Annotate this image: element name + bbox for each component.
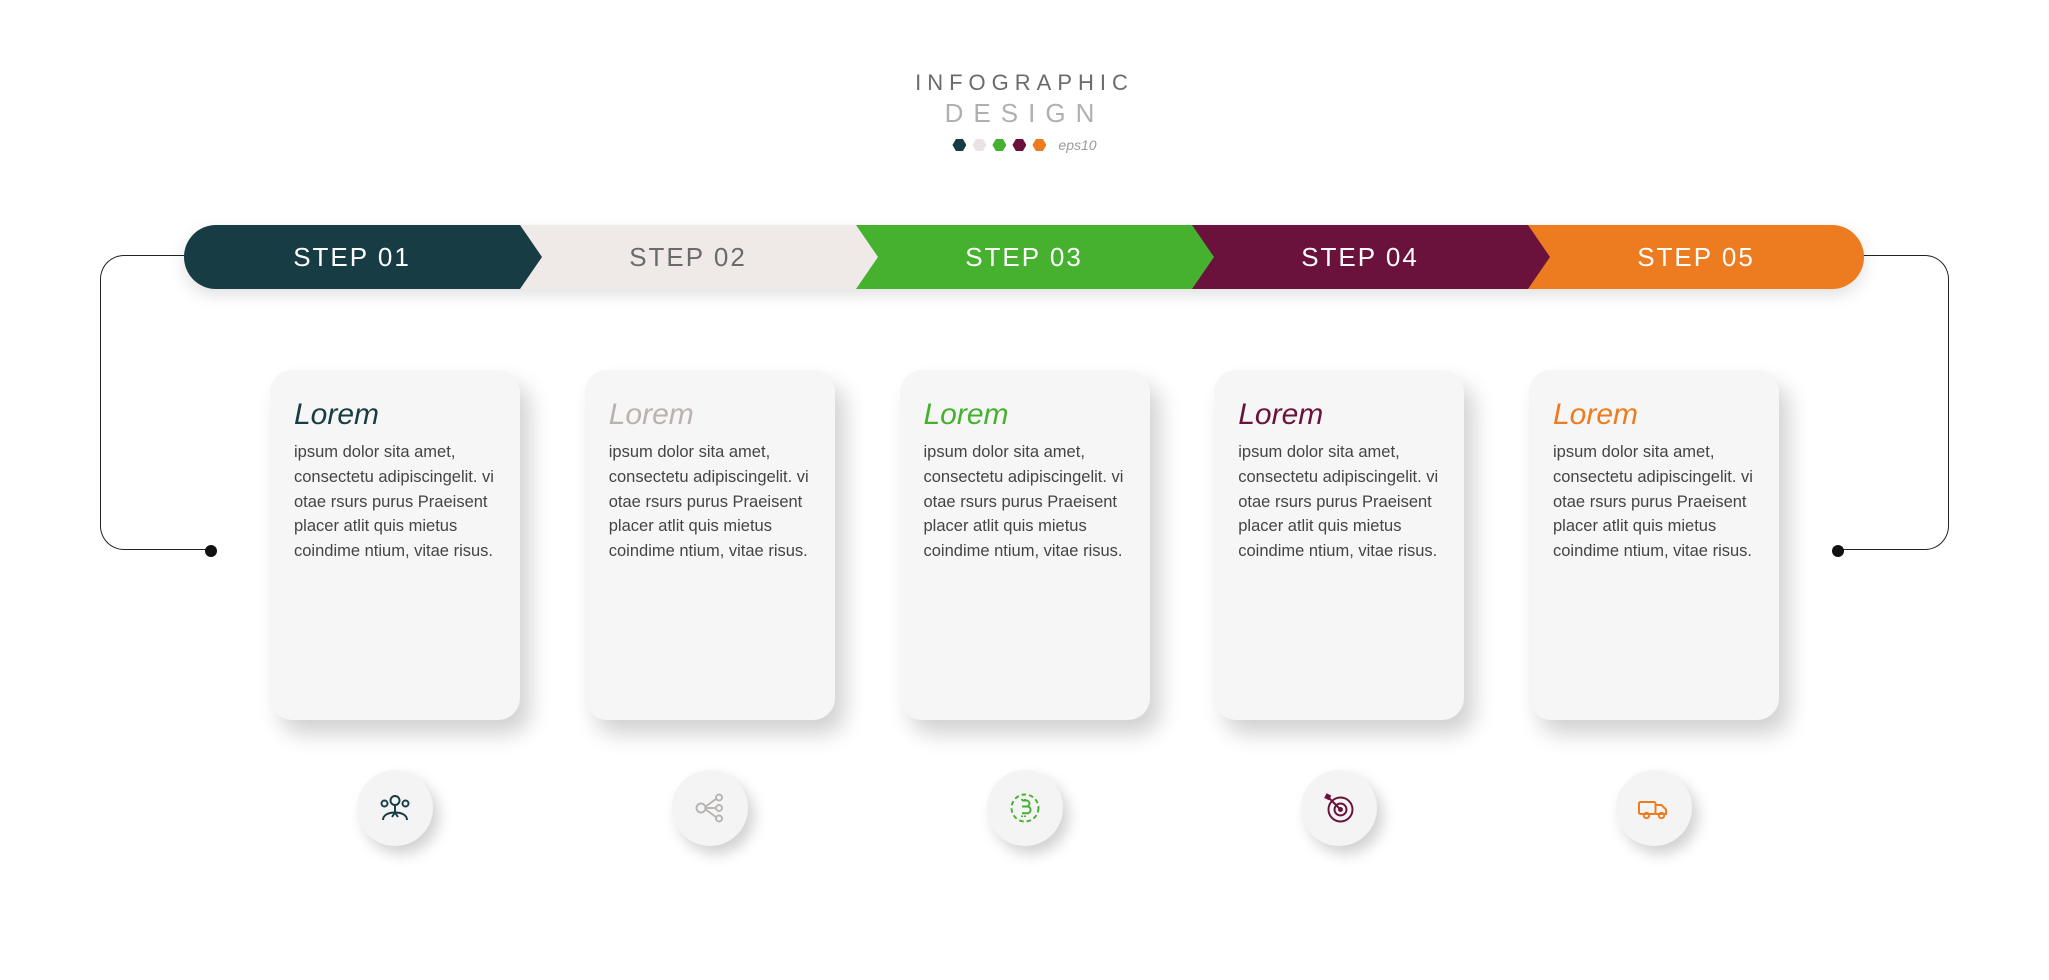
hex-dot bbox=[972, 139, 986, 151]
header-title: INFOGRAPHIC bbox=[0, 70, 2049, 96]
truck-icon bbox=[1616, 770, 1692, 846]
bitcoin-icon bbox=[987, 770, 1063, 846]
hex-dot bbox=[992, 139, 1006, 151]
cards-row: Lorem ipsum dolor sita amet, consectetu … bbox=[270, 370, 1779, 720]
card-title: Lorem bbox=[1238, 398, 1440, 432]
card-title: Lorem bbox=[294, 398, 496, 432]
step-arrow-bar: STEP 01 STEP 02 STEP 03 STEP 04 STEP 05 bbox=[184, 225, 1864, 289]
icons-row bbox=[270, 770, 1779, 846]
hex-dot bbox=[952, 139, 966, 151]
connector-dot-right bbox=[1832, 545, 1844, 557]
connector-dot-left bbox=[205, 545, 217, 557]
card-body: ipsum dolor sita amet, consectetu adipis… bbox=[609, 440, 811, 564]
step-seg-4: STEP 04 bbox=[1192, 225, 1528, 289]
step-label: STEP 02 bbox=[629, 242, 747, 273]
connector-left bbox=[100, 255, 210, 550]
target-icon bbox=[1301, 770, 1377, 846]
icon-wrap bbox=[585, 770, 835, 846]
step-seg-2: STEP 02 bbox=[520, 225, 856, 289]
header-hex-row: eps10 bbox=[0, 137, 2049, 153]
step-label: STEP 05 bbox=[1637, 242, 1755, 273]
card-title: Lorem bbox=[924, 398, 1126, 432]
card-body: ipsum dolor sita amet, consectetu adipis… bbox=[294, 440, 496, 564]
card-title: Lorem bbox=[1553, 398, 1755, 432]
icon-wrap bbox=[900, 770, 1150, 846]
header-subtitle: DESIGN bbox=[0, 98, 2049, 129]
step-seg-3: STEP 03 bbox=[856, 225, 1192, 289]
step-seg-5: STEP 05 bbox=[1528, 225, 1864, 289]
step-card: Lorem ipsum dolor sita amet, consectetu … bbox=[1214, 370, 1464, 720]
step-card: Lorem ipsum dolor sita amet, consectetu … bbox=[900, 370, 1150, 720]
hex-dot bbox=[1012, 139, 1026, 151]
card-body: ipsum dolor sita amet, consectetu adipis… bbox=[1553, 440, 1755, 564]
icon-wrap bbox=[270, 770, 520, 846]
header: INFOGRAPHIC DESIGN eps10 bbox=[0, 0, 2049, 153]
people-icon bbox=[357, 770, 433, 846]
step-label: STEP 04 bbox=[1301, 242, 1419, 273]
step-card: Lorem ipsum dolor sita amet, consectetu … bbox=[270, 370, 520, 720]
share-icon bbox=[672, 770, 748, 846]
connector-right bbox=[1839, 255, 1949, 550]
step-card: Lorem ipsum dolor sita amet, consectetu … bbox=[1529, 370, 1779, 720]
step-label: STEP 01 bbox=[293, 242, 411, 273]
step-card: Lorem ipsum dolor sita amet, consectetu … bbox=[585, 370, 835, 720]
step-label: STEP 03 bbox=[965, 242, 1083, 273]
icon-wrap bbox=[1529, 770, 1779, 846]
icon-wrap bbox=[1214, 770, 1464, 846]
step-seg-1: STEP 01 bbox=[184, 225, 520, 289]
hex-dot bbox=[1032, 139, 1046, 151]
card-body: ipsum dolor sita amet, consectetu adipis… bbox=[1238, 440, 1440, 564]
card-body: ipsum dolor sita amet, consectetu adipis… bbox=[924, 440, 1126, 564]
eps-label: eps10 bbox=[1058, 137, 1096, 153]
card-title: Lorem bbox=[609, 398, 811, 432]
